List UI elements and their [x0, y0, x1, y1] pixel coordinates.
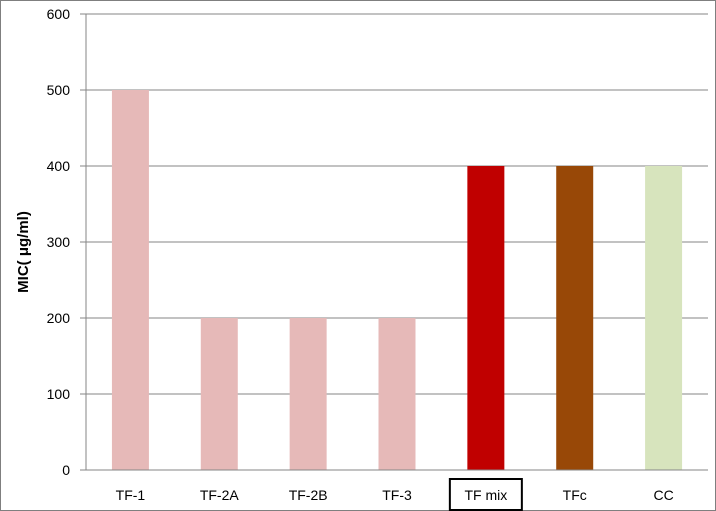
y-tick-label: 200 — [47, 310, 71, 326]
y-tick-label: 300 — [47, 234, 71, 250]
x-tick-label: CC — [653, 487, 673, 503]
bar — [556, 166, 594, 470]
x-tick-label: TFc — [563, 487, 587, 503]
x-tick-label: TF mix — [464, 487, 507, 503]
y-tick-label: 0 — [62, 462, 70, 478]
x-tick-label: TF-2B — [289, 487, 328, 503]
bar — [645, 166, 683, 470]
x-tick-label: TF-1 — [116, 487, 146, 503]
bar — [200, 318, 238, 470]
x-tick-labels: TF-1 TF-2A TF-2B TF-3 TF mix TFc CC — [116, 478, 674, 511]
bars — [111, 90, 683, 470]
y-axis-label: MIC( μg/ml) — [15, 211, 32, 293]
bar — [289, 318, 327, 470]
y-tick-label: 100 — [47, 386, 71, 402]
axes — [80, 14, 708, 471]
x-tick-label: TF-2A — [200, 487, 240, 503]
bar — [467, 166, 505, 470]
bar — [111, 90, 149, 470]
highlight-box — [448, 478, 523, 511]
y-tick-label: 500 — [47, 82, 71, 98]
bar — [378, 318, 416, 470]
y-tick-label: 400 — [47, 158, 71, 174]
x-tick-label: TF-3 — [382, 487, 412, 503]
y-tick-label: 600 — [47, 6, 71, 22]
gridlines — [80, 13, 708, 471]
y-tick-labels: 0 100 200 300 400 500 600 — [47, 6, 71, 478]
